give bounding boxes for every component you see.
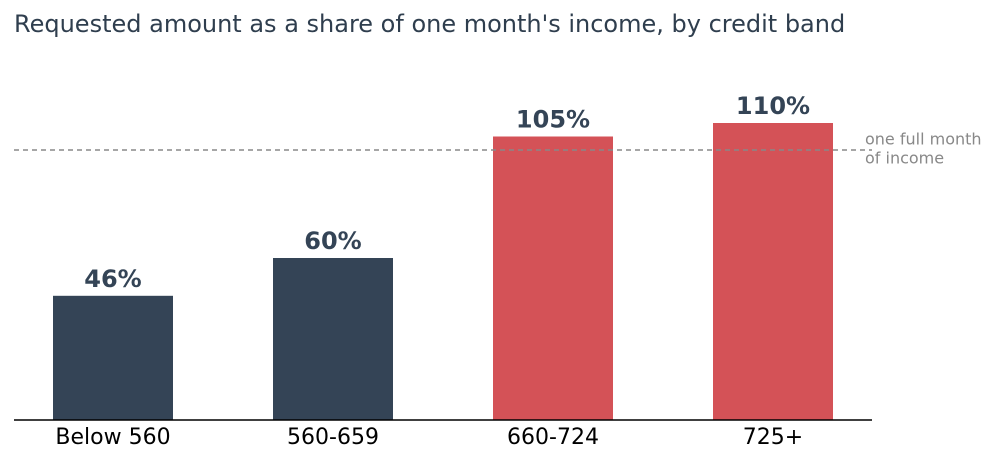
reference-label: one full month — [865, 130, 982, 149]
bar — [493, 136, 613, 420]
bar — [713, 123, 833, 420]
chart-title: Requested amount as a share of one month… — [14, 10, 845, 38]
x-tick-label: Below 560 — [55, 425, 170, 450]
value-label: 105% — [516, 106, 590, 134]
value-label: 46% — [84, 265, 141, 293]
bar — [273, 258, 393, 420]
value-label: 60% — [304, 227, 361, 255]
bar — [53, 295, 173, 420]
value-label: 110% — [736, 92, 810, 120]
x-tick-label: 725+ — [743, 425, 803, 450]
x-tick-label: 660-724 — [507, 425, 599, 450]
reference-label: of income — [865, 149, 944, 168]
x-tick-label: 560-659 — [287, 425, 379, 450]
